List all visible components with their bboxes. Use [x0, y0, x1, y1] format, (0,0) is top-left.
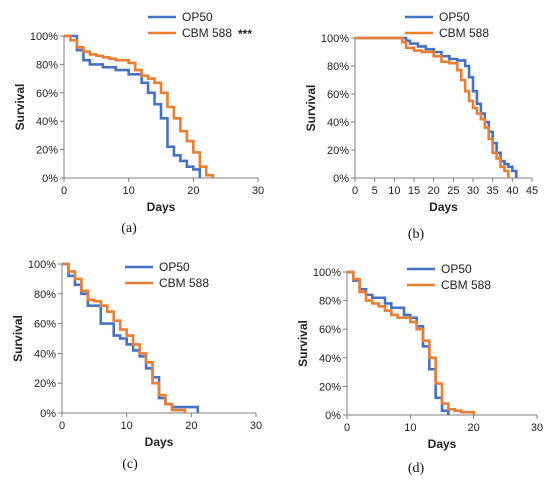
- x-tick-label: 15: [408, 185, 420, 197]
- chart-panel-3: 0% 20% 40% 60% 80% 100% 0 10 20 30 Days Survival OP5…: [11, 259, 262, 472]
- y-tick-label: 60%: [327, 89, 349, 101]
- y-tick-label: 0%: [333, 173, 349, 185]
- y-axis-title: Survival: [304, 85, 318, 132]
- y-tick-label: 40%: [34, 348, 56, 360]
- y-tick-label: 20%: [327, 145, 349, 157]
- y-tick-label: 100%: [30, 31, 58, 43]
- x-tick-label: 10: [123, 185, 135, 197]
- legend-label: CBM 588: [441, 278, 491, 292]
- chart-panel-4: 0% 20% 40% 60% 80% 100% 0 10 20 30 Days Survival OP5…: [296, 262, 543, 476]
- y-tick-label: 80%: [319, 296, 341, 308]
- legend-label: CBM 588: [182, 26, 232, 40]
- panel-label: (d): [408, 461, 425, 476]
- y-axis-title: Survival: [296, 320, 310, 367]
- x-tick-label: 45: [526, 185, 538, 197]
- x-tick-label: 10: [121, 420, 133, 432]
- y-tick-label: 40%: [327, 117, 349, 129]
- legend-label: CBM 588: [439, 26, 489, 40]
- series-line-op50: [64, 34, 202, 178]
- series-line-op50: [347, 270, 450, 415]
- y-tick-label: 100%: [321, 33, 349, 45]
- y-axis-title: Survival: [11, 315, 25, 362]
- x-tick-label: 35: [487, 185, 499, 197]
- x-tick-label: 5: [372, 185, 378, 197]
- x-tick-label: 0: [352, 185, 358, 197]
- panel-label: (c): [122, 457, 138, 472]
- panel-label: (a): [121, 221, 137, 236]
- x-tick-label: 20: [468, 422, 480, 434]
- y-tick-label: 0%: [40, 408, 56, 420]
- x-tick-label: 20: [428, 185, 440, 197]
- y-tick-label: 0%: [325, 410, 341, 422]
- legend: OP50 CBM 588: [148, 10, 232, 40]
- y-tick-label: 100%: [28, 259, 56, 271]
- y-tick-label: 100%: [313, 267, 341, 279]
- y-axis-title: Survival: [13, 84, 27, 131]
- y-tick-label: 20%: [319, 381, 341, 393]
- y-tick-label: 60%: [36, 88, 58, 100]
- x-tick-label: 20: [187, 185, 199, 197]
- x-tick-label: 30: [252, 185, 264, 197]
- series-line-cbm588: [62, 262, 187, 413]
- significance-annotation: ***: [238, 27, 252, 41]
- x-tick-label: 25: [447, 185, 459, 197]
- x-tick-label: 10: [388, 185, 400, 197]
- series-line-cbm588: [347, 270, 475, 415]
- legend-label: OP50: [441, 262, 472, 276]
- series-line-cbm588: [355, 36, 510, 178]
- x-axis-title: Days: [147, 200, 176, 214]
- x-tick-label: 20: [185, 420, 197, 432]
- legend: OP50 CBM 588: [405, 10, 489, 40]
- series-line-op50: [355, 36, 518, 178]
- x-tick-label: 0: [59, 420, 65, 432]
- x-tick-label: 0: [61, 185, 67, 197]
- y-tick-label: 80%: [34, 289, 56, 301]
- y-tick-label: 20%: [34, 378, 56, 390]
- x-tick-label: 40: [506, 185, 518, 197]
- y-tick-label: 60%: [34, 319, 56, 331]
- x-tick-label: 30: [531, 422, 543, 434]
- legend-label: OP50: [182, 10, 213, 24]
- x-tick-label: 30: [467, 185, 479, 197]
- x-tick-label: 10: [404, 422, 416, 434]
- chart-panel-2: 0% 20% 40% 60% 80% 100% 0 5 10 15 20 25 30 35 40 45 Days…: [304, 10, 538, 242]
- legend: OP50 CBM 588: [125, 260, 209, 290]
- y-tick-label: 40%: [319, 353, 341, 365]
- x-tick-label: 0: [344, 422, 350, 434]
- legend-label: OP50: [159, 260, 190, 274]
- y-tick-label: 20%: [36, 145, 58, 157]
- y-tick-label: 80%: [327, 61, 349, 73]
- panel-label: (b): [408, 227, 425, 242]
- chart-panel-1: 0% 20% 40% 60% 80% 100% 0 10 20 30 Days Survival OP5…: [13, 10, 264, 236]
- y-tick-label: 0%: [42, 173, 58, 185]
- y-tick-label: 40%: [36, 116, 58, 128]
- y-tick-label: 60%: [319, 324, 341, 336]
- legend: OP50 CBM 588: [407, 262, 491, 292]
- x-axis-title: Days: [145, 435, 174, 449]
- y-tick-label: 80%: [36, 59, 58, 71]
- x-axis-title: Days: [428, 437, 457, 451]
- legend-label: CBM 588: [159, 276, 209, 290]
- legend-label: OP50: [439, 10, 470, 24]
- series-line-cbm588: [64, 34, 215, 178]
- x-axis-title: Days: [429, 200, 458, 214]
- x-tick-label: 30: [250, 420, 262, 432]
